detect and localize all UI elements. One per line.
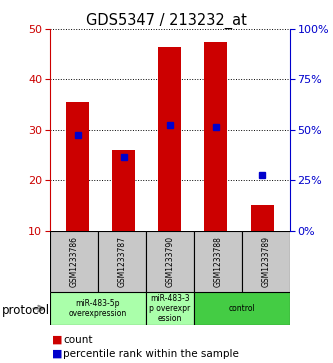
FancyBboxPatch shape bbox=[50, 292, 146, 325]
FancyBboxPatch shape bbox=[146, 292, 194, 325]
Text: GSM1233786: GSM1233786 bbox=[69, 236, 79, 287]
Text: percentile rank within the sample: percentile rank within the sample bbox=[63, 349, 239, 359]
Text: GSM1233790: GSM1233790 bbox=[165, 236, 174, 287]
Text: protocol: protocol bbox=[2, 304, 50, 317]
FancyBboxPatch shape bbox=[194, 292, 290, 325]
FancyBboxPatch shape bbox=[146, 231, 194, 292]
Text: count: count bbox=[63, 335, 93, 345]
Text: control: control bbox=[228, 304, 255, 313]
FancyBboxPatch shape bbox=[194, 231, 242, 292]
FancyBboxPatch shape bbox=[98, 231, 146, 292]
Text: miR-483-5p
overexpression: miR-483-5p overexpression bbox=[69, 299, 127, 318]
Text: GSM1233789: GSM1233789 bbox=[261, 236, 270, 287]
Bar bbox=[158, 47, 181, 231]
Bar bbox=[112, 150, 135, 231]
Text: ■: ■ bbox=[52, 335, 62, 345]
Bar bbox=[204, 42, 227, 231]
Text: GSM1233788: GSM1233788 bbox=[213, 236, 222, 287]
FancyBboxPatch shape bbox=[50, 231, 98, 292]
Text: GDS5347 / 213232_at: GDS5347 / 213232_at bbox=[86, 13, 247, 29]
Text: ■: ■ bbox=[52, 349, 62, 359]
Bar bbox=[250, 205, 274, 231]
Bar bbox=[66, 102, 89, 231]
Text: miR-483-3
p overexpr
ession: miR-483-3 p overexpr ession bbox=[149, 294, 190, 323]
Text: GSM1233787: GSM1233787 bbox=[117, 236, 127, 287]
FancyBboxPatch shape bbox=[242, 231, 290, 292]
